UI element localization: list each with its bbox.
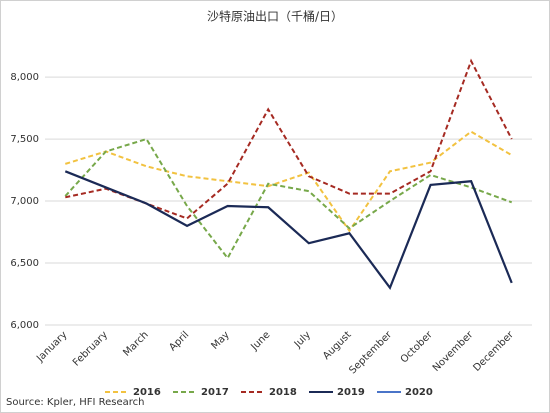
line-series bbox=[64, 170, 513, 291]
y-tick-label: 6,500 bbox=[10, 258, 39, 269]
legend-label: 2020 bbox=[405, 387, 433, 398]
legend-label: 2017 bbox=[201, 387, 229, 398]
legend-label: 2018 bbox=[269, 387, 297, 398]
y-tick-label: 8,000 bbox=[10, 72, 39, 83]
line-series bbox=[64, 137, 513, 260]
legend-label: 2016 bbox=[133, 387, 161, 398]
y-tick-label: 7,500 bbox=[10, 134, 39, 145]
source: Source: Kpler, HFI Research bbox=[6, 397, 144, 408]
chart-title: 沙特原油出口（千桶/日） bbox=[207, 9, 343, 24]
line-series bbox=[65, 58, 513, 220]
y-tick-label: 7,000 bbox=[10, 196, 39, 207]
legend-label: 2019 bbox=[337, 387, 365, 398]
y-tick-label: 6,000 bbox=[10, 320, 39, 331]
